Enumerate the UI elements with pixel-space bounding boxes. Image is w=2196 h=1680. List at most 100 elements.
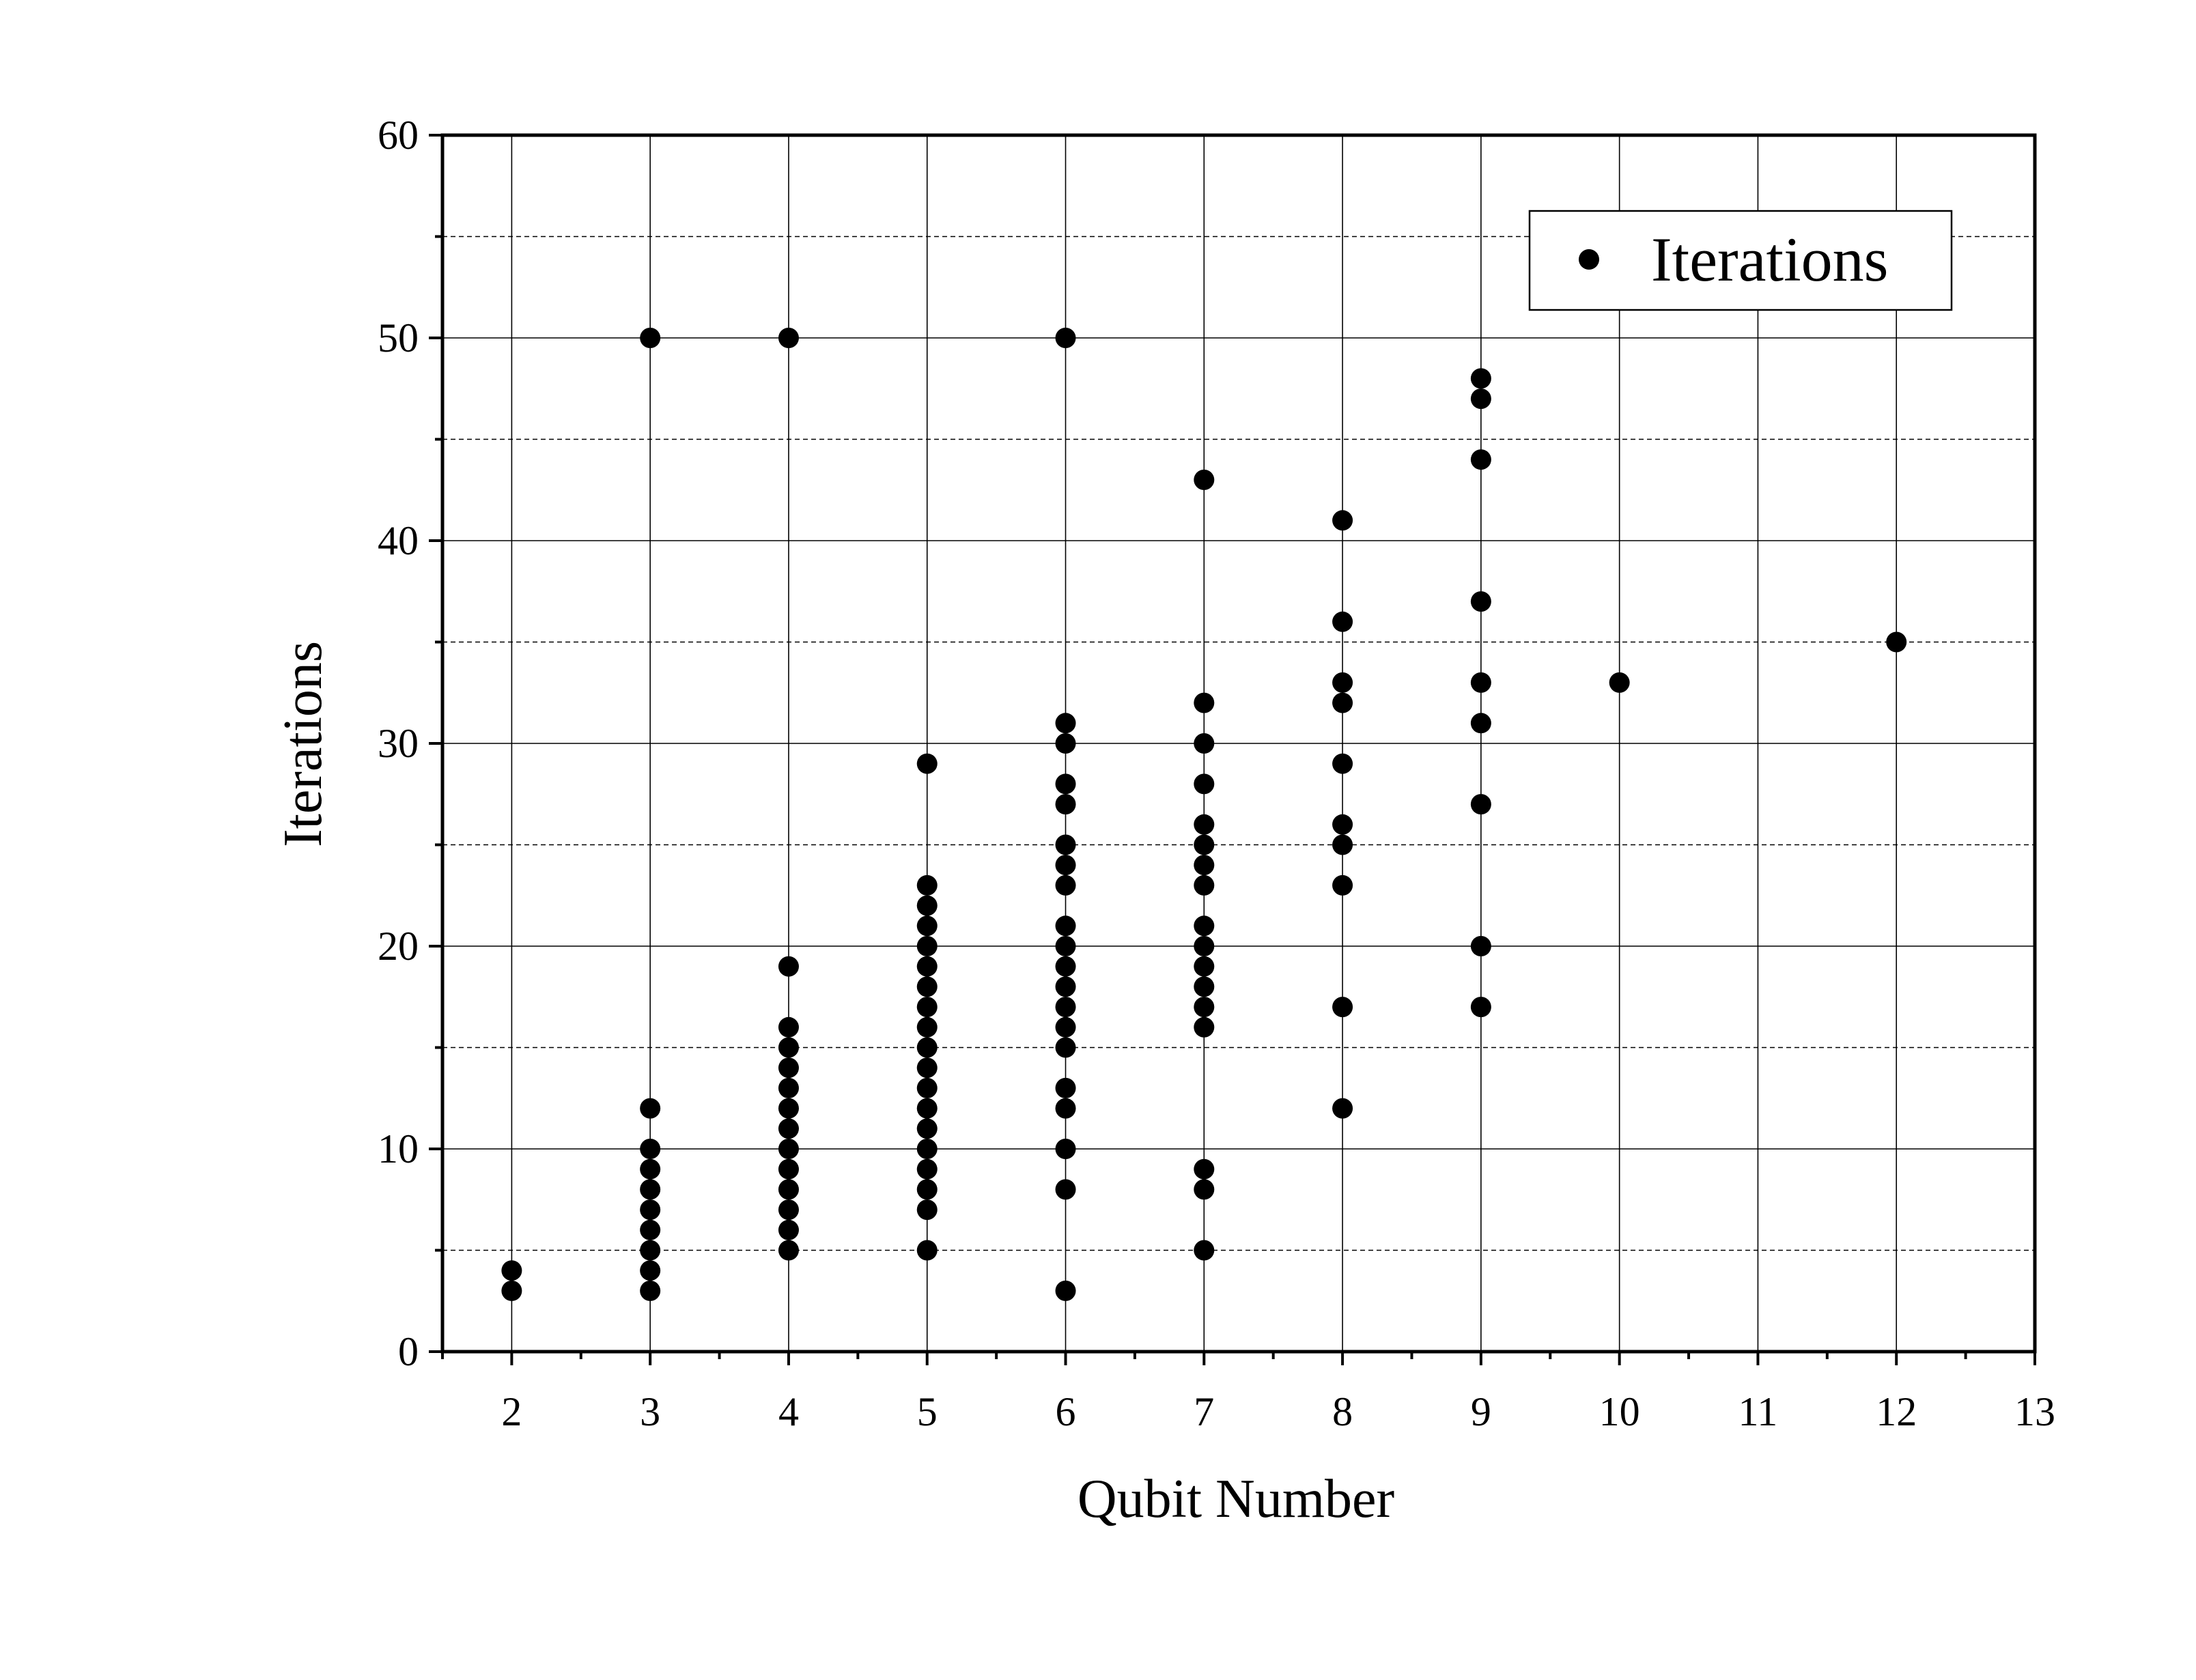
data-point [640, 1158, 661, 1180]
data-point [1609, 672, 1630, 693]
x-tick-label: 3 [640, 1389, 660, 1434]
data-point [1194, 773, 1215, 795]
data-point [1055, 794, 1076, 815]
data-point [1470, 388, 1491, 410]
data-point [778, 1158, 799, 1180]
x-tick-label: 10 [1599, 1389, 1640, 1434]
data-point [1332, 834, 1353, 855]
data-point [1332, 997, 1353, 1018]
data-point [1194, 976, 1215, 997]
y-tick-label: 30 [378, 721, 419, 766]
data-point [640, 1219, 661, 1240]
y-tick-label: 10 [378, 1126, 419, 1171]
data-point [1470, 591, 1491, 612]
data-point [916, 1016, 938, 1038]
data-point [1470, 368, 1491, 389]
data-point [916, 915, 938, 937]
x-axis-title: Qubit Number [1078, 1469, 1394, 1529]
legend-label: Iterations [1651, 225, 1888, 294]
data-point [778, 1057, 799, 1079]
data-point [916, 997, 938, 1018]
data-point [1470, 936, 1491, 956]
data-point [640, 1139, 661, 1159]
data-point [1055, 936, 1076, 956]
x-tick-label: 5 [917, 1389, 938, 1434]
data-point [1470, 794, 1491, 815]
data-point [916, 874, 938, 896]
data-point [916, 1037, 938, 1058]
data-point [1332, 692, 1353, 713]
data-point [916, 1158, 938, 1180]
data-point [1194, 469, 1215, 490]
data-point [1332, 753, 1353, 774]
data-point [916, 1199, 938, 1221]
data-point [1194, 936, 1215, 956]
data-point [1055, 1179, 1076, 1200]
data-point [916, 1098, 938, 1119]
ticks: 2 3 4 5 6 7 8 9 10 11 12 13 0 10 20 30 40 50 60 [378, 113, 2055, 1434]
data-point [1055, 733, 1076, 754]
data-point [1194, 1240, 1215, 1261]
data-point [640, 328, 661, 348]
legend-marker [1579, 249, 1599, 270]
data-point [640, 1179, 661, 1200]
legend: Iterations [1528, 210, 1953, 311]
data-point [1194, 915, 1215, 937]
data-point [778, 1240, 799, 1261]
data-point [1194, 1016, 1215, 1038]
y-axis-title: Iterations [273, 641, 333, 847]
y-tick-label: 40 [378, 518, 419, 563]
data-point [916, 1179, 938, 1200]
data-point [1055, 855, 1076, 876]
data-point [778, 328, 799, 348]
data-point [1194, 997, 1215, 1018]
data-point [1332, 874, 1353, 896]
data-point [916, 956, 938, 977]
data-point [1194, 1158, 1215, 1180]
data-point [1194, 814, 1215, 835]
data-point [1332, 814, 1353, 835]
data-point [1194, 692, 1215, 713]
data-point [778, 1199, 799, 1221]
data-point [1194, 733, 1215, 754]
legend-box [1528, 210, 1953, 311]
data-point [1194, 1179, 1215, 1200]
data-point [640, 1240, 661, 1261]
data-point [1332, 672, 1353, 693]
data-point [778, 1219, 799, 1240]
x-tick-label: 2 [501, 1389, 522, 1434]
data-point [1055, 997, 1076, 1018]
y-tick-label: 0 [398, 1329, 419, 1374]
data-point [1055, 1077, 1076, 1098]
data-point [916, 1118, 938, 1139]
data-point [1055, 976, 1076, 997]
data-point [640, 1280, 661, 1301]
data-point [1055, 1016, 1076, 1038]
x-tick-label: 4 [778, 1389, 799, 1434]
x-tick-label: 12 [1876, 1389, 1917, 1434]
data-point [1332, 1098, 1353, 1119]
data-point [501, 1280, 522, 1301]
data-point [1470, 713, 1491, 734]
data-point [501, 1260, 522, 1281]
data-point [1055, 773, 1076, 795]
data-point [916, 1240, 938, 1261]
x-tick-label: 11 [1738, 1389, 1778, 1434]
data-points [501, 328, 1907, 1301]
data-point [1194, 834, 1215, 855]
data-point [778, 1077, 799, 1098]
data-point [1055, 1098, 1076, 1119]
data-point [1055, 1037, 1076, 1058]
x-tick-label: 13 [2014, 1389, 2055, 1434]
data-point [916, 1077, 938, 1098]
data-point [916, 895, 938, 916]
data-point [640, 1260, 661, 1281]
data-point [640, 1098, 661, 1119]
x-tick-label: 8 [1332, 1389, 1353, 1434]
x-tick-label: 6 [1056, 1389, 1076, 1434]
data-point [640, 1199, 661, 1221]
data-point [778, 1016, 799, 1038]
data-point [1332, 611, 1353, 632]
data-point [778, 1118, 799, 1139]
